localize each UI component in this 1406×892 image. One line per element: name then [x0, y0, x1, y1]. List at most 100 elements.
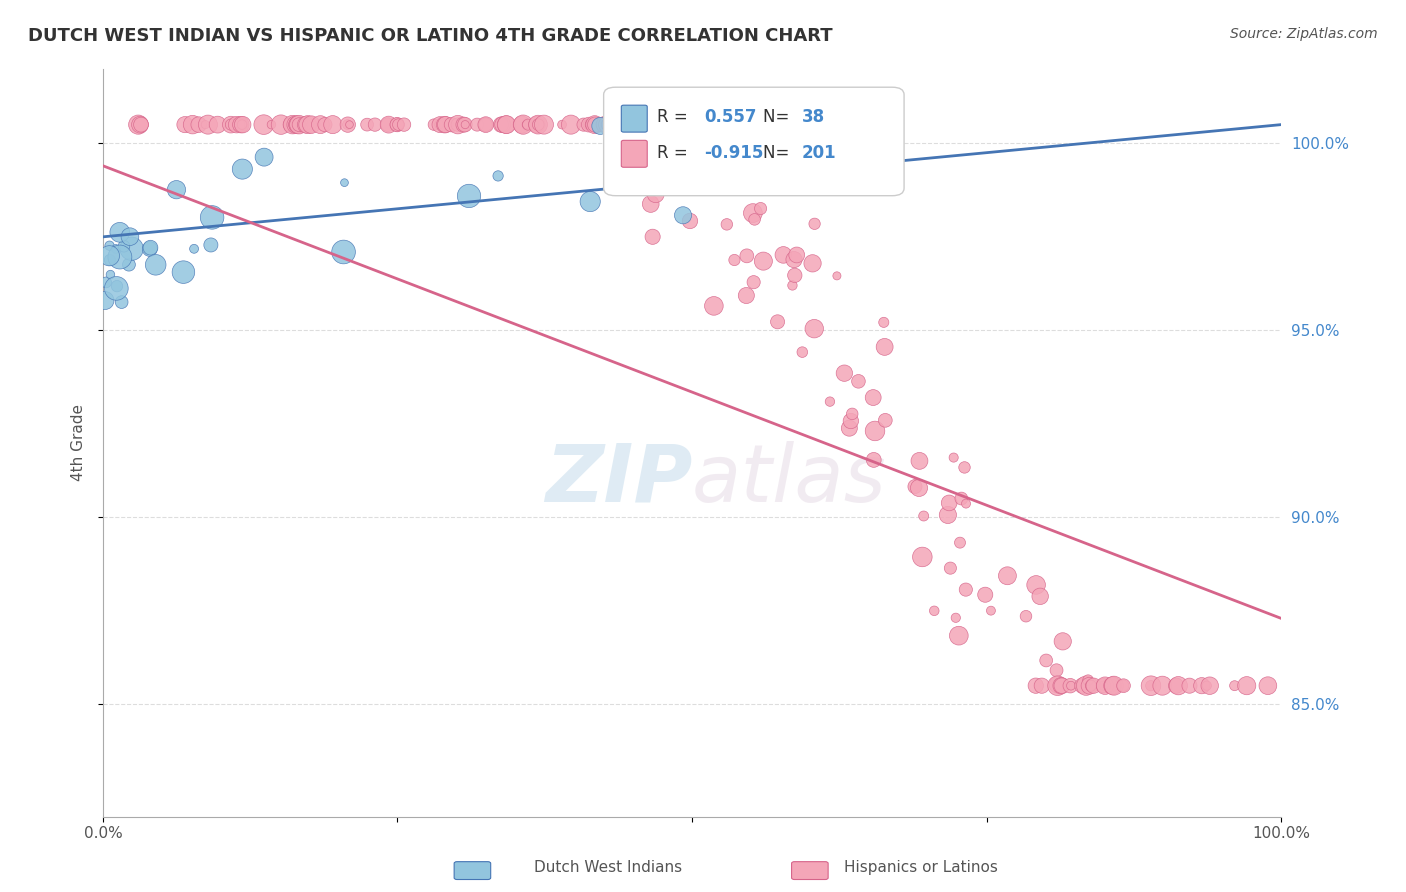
Point — [111, 295, 134, 310]
Point — [433, 118, 456, 132]
Point — [429, 118, 451, 132]
Point — [936, 508, 959, 522]
Point — [364, 118, 387, 132]
Point — [1015, 609, 1038, 624]
Point — [752, 254, 775, 268]
Point — [1050, 679, 1073, 693]
Text: ZIP: ZIP — [544, 441, 692, 519]
Point — [517, 118, 540, 132]
Point — [278, 118, 301, 132]
Point — [1140, 679, 1163, 693]
Point — [922, 604, 945, 618]
Point — [873, 340, 896, 354]
Point — [945, 611, 967, 625]
Point — [735, 288, 758, 302]
Point — [766, 315, 789, 329]
Point — [98, 252, 121, 267]
Point — [465, 118, 488, 132]
Point — [447, 118, 470, 132]
Point — [862, 453, 884, 467]
Point — [741, 162, 763, 177]
Point — [336, 118, 359, 132]
Point — [681, 118, 703, 132]
Point — [679, 214, 702, 228]
Text: Hispanics or Latinos: Hispanics or Latinos — [844, 861, 997, 875]
Point — [652, 118, 675, 132]
Point — [392, 118, 415, 132]
Point — [616, 119, 638, 133]
Point — [474, 118, 496, 132]
Point — [955, 497, 977, 511]
Point — [1178, 679, 1201, 693]
Point — [297, 118, 319, 132]
Point — [686, 118, 709, 132]
Point — [294, 118, 316, 132]
Point — [207, 118, 229, 132]
Point — [1083, 679, 1105, 693]
Point — [356, 118, 378, 132]
Point — [911, 549, 934, 564]
Point — [423, 118, 446, 132]
Point — [281, 118, 304, 132]
Point — [219, 118, 242, 132]
Point — [96, 276, 118, 290]
Point — [583, 118, 606, 132]
Point — [592, 118, 614, 132]
Point — [1166, 679, 1188, 693]
Point — [830, 133, 852, 147]
Point — [873, 315, 896, 329]
Point — [772, 248, 794, 262]
Text: 201: 201 — [801, 144, 837, 162]
Text: 0.557: 0.557 — [704, 108, 756, 126]
Point — [225, 118, 247, 132]
Point — [515, 118, 537, 132]
Point — [288, 118, 311, 132]
Y-axis label: 4th Grade: 4th Grade — [72, 404, 86, 481]
Point — [1112, 679, 1135, 693]
Point — [108, 250, 131, 264]
Point — [527, 118, 550, 132]
Point — [692, 155, 714, 169]
Point — [1092, 679, 1115, 693]
Point — [112, 239, 135, 253]
Point — [231, 118, 253, 132]
Point — [1101, 679, 1123, 693]
Point — [579, 194, 602, 209]
Point — [938, 496, 960, 510]
Point — [814, 102, 837, 116]
Point — [600, 118, 623, 132]
Point — [377, 118, 399, 132]
Point — [641, 229, 664, 244]
Point — [105, 279, 128, 293]
Point — [333, 176, 356, 190]
Point — [129, 118, 152, 132]
Point — [1152, 679, 1174, 693]
Point — [1059, 679, 1081, 693]
Point — [582, 118, 605, 132]
Point — [1094, 679, 1116, 693]
Point — [803, 321, 825, 335]
Point — [187, 118, 209, 132]
Point — [676, 145, 699, 160]
Point — [818, 394, 841, 409]
Point — [253, 118, 276, 132]
Point — [908, 454, 931, 468]
Point — [104, 242, 127, 256]
Point — [260, 118, 283, 132]
Point — [197, 118, 219, 132]
Point — [1112, 679, 1135, 693]
Point — [904, 479, 927, 493]
Point — [980, 604, 1002, 618]
Point — [654, 167, 676, 181]
Point — [1140, 679, 1163, 693]
Point — [387, 118, 409, 132]
Point — [139, 242, 162, 256]
Point — [953, 460, 976, 475]
Point — [605, 118, 627, 132]
Point — [875, 413, 897, 427]
Point — [486, 169, 509, 183]
FancyBboxPatch shape — [603, 87, 904, 195]
Point — [792, 345, 814, 359]
Text: Source: ZipAtlas.com: Source: ZipAtlas.com — [1230, 27, 1378, 41]
Point — [434, 118, 457, 132]
